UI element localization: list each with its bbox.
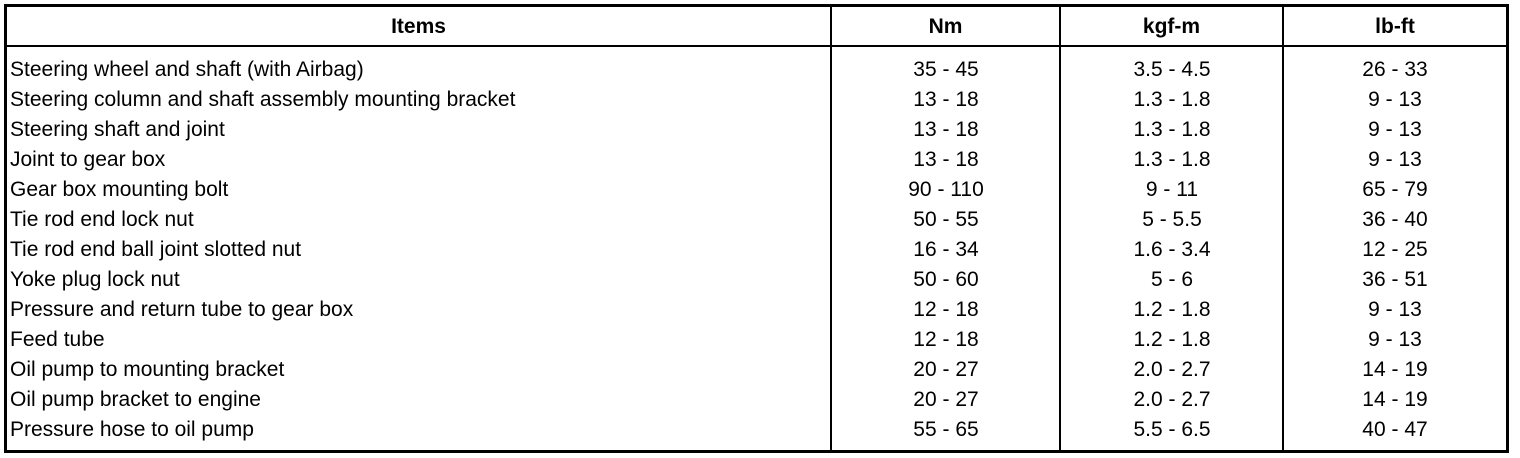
table-row: Yoke plug lock nut 50 - 60 5 - 6 36 - 51: [7, 265, 1506, 295]
torque-nm: 50 - 60: [913, 268, 979, 291]
torque-kgf-m: 2.0 - 2.7: [1133, 388, 1211, 411]
torque-nm: 13 - 18: [913, 148, 979, 171]
item-name: Oil pump bracket to engine: [10, 388, 261, 411]
torque-kgf-m: 1.2 - 1.8: [1133, 328, 1211, 351]
torque-lb-ft: 9 - 13: [1368, 148, 1422, 171]
table-row: Pressure and return tube to gear box 12 -…: [7, 295, 1506, 325]
item-name: Joint to gear box: [10, 148, 166, 171]
item-name: Pressure hose to oil pump: [10, 418, 254, 441]
torque-lb-ft: 9 - 13: [1368, 118, 1422, 141]
torque-spec-table: Items Nm kgf-m lb-ft Steering wheel and …: [4, 4, 1509, 453]
table-row: Feed tube 12 - 18 1.2 - 1.8 9 - 13: [7, 325, 1506, 355]
table-row: Oil pump to mounting bracket 20 - 27 2.0 -…: [7, 355, 1506, 385]
table-row: Steering column and shaft assembly mount…: [7, 85, 1506, 115]
column-divider: [1282, 7, 1284, 450]
table-body: Steering wheel and shaft (with Airbag) 35…: [7, 55, 1506, 445]
table-row: Oil pump bracket to engine 20 - 27 2.0 - 2…: [7, 385, 1506, 415]
table-row: Steering shaft and joint 13 - 18 1.3 - 1.8…: [7, 115, 1506, 145]
torque-lb-ft: 36 - 51: [1362, 268, 1428, 291]
torque-kgf-m: 2.0 - 2.7: [1133, 358, 1211, 381]
item-name: Yoke plug lock nut: [10, 268, 180, 291]
item-name: Tie rod end ball joint slotted nut: [10, 238, 302, 261]
header-divider: [7, 45, 1506, 47]
torque-nm: 90 - 110: [908, 178, 984, 201]
torque-nm: 16 - 34: [913, 238, 979, 261]
item-name: Steering column and shaft assembly mount…: [10, 88, 516, 111]
torque-nm: 12 - 18: [913, 328, 979, 351]
table-row: Steering wheel and shaft (with Airbag) 35…: [7, 55, 1506, 85]
item-name: Gear box mounting bolt: [10, 178, 229, 201]
torque-kgf-m: 3.5 - 4.5: [1133, 58, 1211, 81]
torque-nm: 13 - 18: [913, 88, 979, 111]
torque-nm: 35 - 45: [913, 58, 979, 81]
torque-nm: 50 - 55: [913, 208, 979, 231]
table-row: Gear box mounting bolt 90 - 110 9 - 11 65 -…: [7, 175, 1506, 205]
torque-lb-ft: 26 - 33: [1362, 58, 1428, 81]
torque-lb-ft: 12 - 25: [1362, 238, 1428, 261]
table-row: Pressure hose to oil pump 55 - 65 5.5 - 6.…: [7, 415, 1506, 445]
item-name: Pressure and return tube to gear box: [10, 298, 354, 321]
torque-kgf-m: 1.3 - 1.8: [1133, 88, 1211, 111]
table-row: Tie rod end lock nut 50 - 55 5 - 5.5 36 - 4…: [7, 205, 1506, 235]
torque-nm: 12 - 18: [913, 298, 979, 321]
header-nm: Nm: [928, 15, 963, 38]
torque-kgf-m: 5.5 - 6.5: [1133, 418, 1211, 441]
header-items: Items: [391, 15, 446, 38]
header-kgf-m: kgf-m: [1142, 15, 1201, 38]
torque-lb-ft: 14 - 19: [1362, 358, 1428, 381]
torque-nm: 55 - 65: [913, 418, 979, 441]
column-divider: [1059, 7, 1061, 450]
torque-nm: 13 - 18: [913, 118, 979, 141]
table-row: Tie rod end ball joint slotted nut 16 - 3…: [7, 235, 1506, 265]
column-divider: [830, 7, 832, 450]
torque-nm: 20 - 27: [913, 388, 979, 411]
torque-kgf-m: 5 - 6: [1150, 268, 1194, 291]
torque-kgf-m: 1.3 - 1.8: [1133, 148, 1211, 171]
torque-nm: 20 - 27: [913, 358, 979, 381]
torque-lb-ft: 9 - 13: [1368, 298, 1422, 321]
torque-lb-ft: 14 - 19: [1362, 388, 1428, 411]
torque-lb-ft: 9 - 13: [1368, 328, 1422, 351]
item-name: Feed tube: [10, 328, 105, 351]
item-name: Steering wheel and shaft (with Airbag): [10, 58, 364, 81]
item-name: Oil pump to mounting bracket: [10, 358, 285, 381]
item-name: Steering shaft and joint: [10, 118, 225, 141]
torque-lb-ft: 65 - 79: [1362, 178, 1428, 201]
torque-kgf-m: 1.2 - 1.8: [1133, 298, 1211, 321]
torque-lb-ft: 36 - 40: [1362, 208, 1428, 231]
torque-kgf-m: 5 - 5.5: [1142, 208, 1202, 231]
torque-kgf-m: 9 - 11: [1145, 178, 1199, 201]
item-name: Tie rod end lock nut: [10, 208, 194, 231]
torque-lb-ft: 40 - 47: [1362, 418, 1428, 441]
torque-kgf-m: 1.3 - 1.8: [1133, 118, 1211, 141]
torque-kgf-m: 1.6 - 3.4: [1133, 238, 1211, 261]
torque-lb-ft: 9 - 13: [1368, 88, 1422, 111]
table-row: Joint to gear box 13 - 18 1.3 - 1.8 9 - 13: [7, 145, 1506, 175]
header-lb-ft: lb-ft: [1375, 15, 1415, 38]
